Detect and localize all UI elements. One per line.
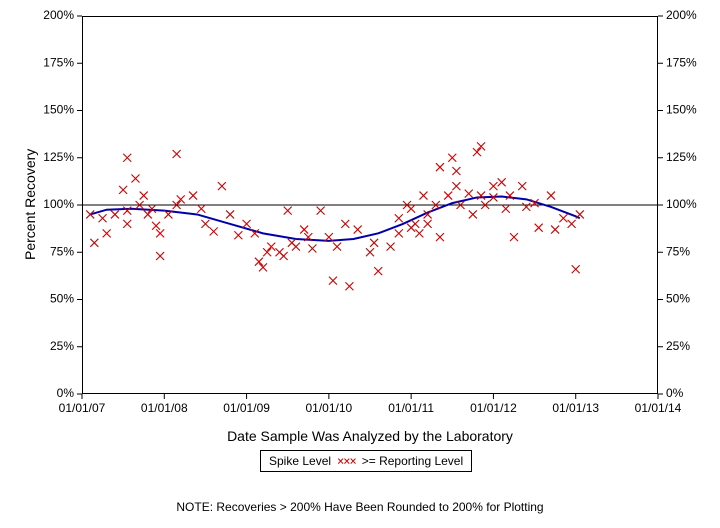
legend-title: Spike Level (269, 454, 331, 468)
chart-svg: 0% 0% 25% 25% 50% 50% 75% 75% 100% 100% 125% 125% 15… (0, 0, 720, 528)
footnote: NOTE: Recoveries > 200% Have Been Rounde… (0, 500, 720, 514)
svg-text:01/01/13: 01/01/13 (552, 401, 599, 415)
x-axis-title: Date Sample Was Analyzed by the Laborato… (82, 428, 658, 444)
svg-text:175%: 175% (43, 55, 74, 69)
svg-text:100%: 100% (43, 197, 74, 211)
svg-text:175%: 175% (666, 55, 697, 69)
svg-text:01/01/14: 01/01/14 (635, 401, 682, 415)
svg-text:25%: 25% (50, 339, 74, 353)
svg-text:75%: 75% (50, 244, 74, 258)
legend-marker: ××× (337, 454, 356, 468)
svg-text:100%: 100% (666, 197, 697, 211)
svg-text:0%: 0% (57, 386, 75, 400)
svg-text:200%: 200% (43, 8, 74, 22)
svg-text:01/01/08: 01/01/08 (141, 401, 188, 415)
y-axis-title: Percent Recovery (22, 149, 38, 260)
svg-text:125%: 125% (666, 150, 697, 164)
svg-text:0%: 0% (666, 386, 684, 400)
svg-text:01/01/10: 01/01/10 (305, 401, 352, 415)
chart-container: 0% 0% 25% 25% 50% 50% 75% 75% 100% 100% 125% 125% 15… (0, 0, 720, 528)
legend-series-label: >= Reporting Level (362, 454, 463, 468)
svg-text:01/01/11: 01/01/11 (388, 401, 434, 415)
svg-text:01/01/07: 01/01/07 (59, 401, 106, 415)
svg-text:50%: 50% (50, 292, 74, 306)
svg-text:150%: 150% (43, 103, 74, 117)
svg-text:01/01/09: 01/01/09 (223, 401, 270, 415)
svg-text:25%: 25% (666, 339, 690, 353)
svg-text:200%: 200% (666, 8, 697, 22)
legend: Spike Level ××× >= Reporting Level (260, 450, 472, 472)
svg-text:50%: 50% (666, 292, 690, 306)
svg-text:125%: 125% (43, 150, 74, 164)
svg-text:75%: 75% (666, 244, 690, 258)
svg-text:01/01/12: 01/01/12 (470, 401, 517, 415)
svg-text:150%: 150% (666, 103, 697, 117)
